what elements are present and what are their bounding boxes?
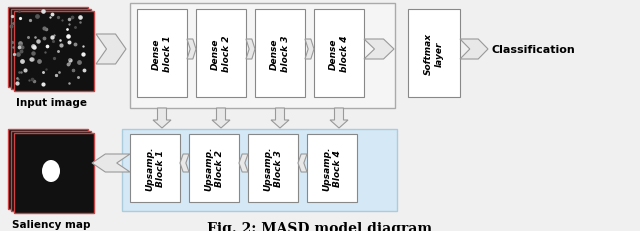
Bar bbox=[11, 10, 91, 90]
Bar bbox=[14, 12, 94, 92]
Bar bbox=[122, 129, 397, 211]
Bar bbox=[137, 10, 187, 97]
Bar bbox=[408, 10, 460, 97]
Bar bbox=[307, 134, 357, 202]
Bar bbox=[189, 134, 239, 202]
Polygon shape bbox=[96, 35, 126, 65]
Text: Dense
block 2: Dense block 2 bbox=[211, 36, 230, 72]
Ellipse shape bbox=[42, 160, 60, 182]
Polygon shape bbox=[330, 109, 348, 128]
Polygon shape bbox=[246, 40, 255, 60]
Polygon shape bbox=[271, 109, 289, 128]
Polygon shape bbox=[212, 109, 230, 128]
Polygon shape bbox=[364, 40, 394, 60]
Bar bbox=[130, 134, 180, 202]
Bar bbox=[130, 4, 395, 109]
Text: Input image: Input image bbox=[15, 97, 86, 108]
Bar bbox=[255, 10, 305, 97]
Polygon shape bbox=[305, 40, 314, 60]
Bar bbox=[8, 8, 88, 88]
Polygon shape bbox=[239, 154, 248, 172]
Bar bbox=[196, 10, 246, 97]
Polygon shape bbox=[92, 154, 130, 172]
Text: Fig. 2: MASD model diagram: Fig. 2: MASD model diagram bbox=[207, 221, 433, 231]
Text: Saliency map: Saliency map bbox=[12, 219, 90, 229]
Polygon shape bbox=[180, 154, 189, 172]
Text: Softmax
layer: Softmax layer bbox=[424, 33, 444, 75]
Text: Upsamp.
Block 3: Upsamp. Block 3 bbox=[263, 146, 283, 190]
Bar bbox=[14, 134, 94, 213]
Text: Upsamp.
Block 1: Upsamp. Block 1 bbox=[145, 146, 164, 190]
Text: Classification: Classification bbox=[492, 45, 576, 55]
Bar bbox=[8, 129, 88, 209]
Text: Upsamp.
Block 2: Upsamp. Block 2 bbox=[204, 146, 224, 190]
Polygon shape bbox=[153, 109, 171, 128]
Text: Dense
block 4: Dense block 4 bbox=[330, 36, 349, 72]
Polygon shape bbox=[460, 40, 488, 60]
Bar bbox=[248, 134, 298, 202]
Polygon shape bbox=[298, 154, 307, 172]
Bar bbox=[314, 10, 364, 97]
Text: Dense
block 1: Dense block 1 bbox=[152, 36, 172, 72]
Bar bbox=[11, 131, 91, 211]
Polygon shape bbox=[187, 40, 196, 60]
Text: Upsamp.
Block 4: Upsamp. Block 4 bbox=[323, 146, 342, 190]
Text: Dense
block 3: Dense block 3 bbox=[270, 36, 290, 72]
